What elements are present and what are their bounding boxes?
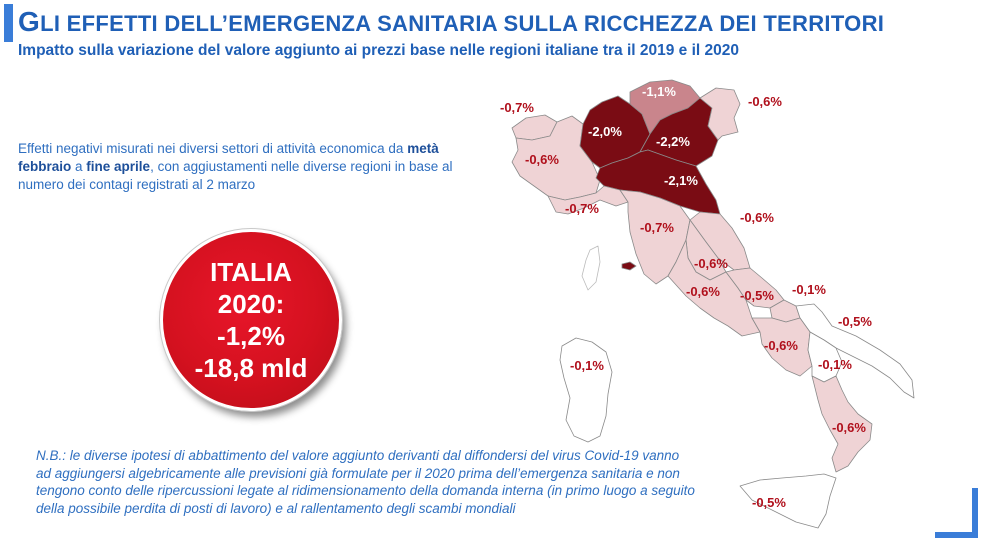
label-sardegna: -0,1% (570, 358, 604, 373)
region-friuli[interactable] (699, 87, 741, 141)
region-sicilia[interactable] (739, 473, 837, 529)
region-sardegna[interactable] (559, 337, 613, 443)
label-puglia: -0,5% (838, 314, 872, 329)
desc-part2: a (71, 159, 87, 174)
italia-label: ITALIA (210, 257, 292, 287)
label-toscana: -0,7% (640, 220, 674, 235)
italia-amount: -18,8 mld (194, 353, 308, 383)
label-calabria: -0,6% (832, 420, 866, 435)
italia-year: 2020: (217, 289, 285, 319)
label-liguria: -0,7% (565, 201, 599, 216)
label-sicilia: -0,5% (752, 495, 786, 510)
desc-bold2: fine aprile (86, 159, 151, 174)
label-valle-daosta: -0,7% (500, 100, 534, 115)
region-piemonte[interactable] (511, 115, 601, 201)
italia-percent: -1,2% (217, 321, 285, 351)
italia-total-badge: ITALIA 2020: -1,2% -18,8 mld (159, 228, 343, 412)
region-calabria[interactable] (811, 375, 873, 473)
label-piemonte: -0,6% (525, 152, 559, 167)
label-umbria: -0,6% (694, 256, 728, 271)
label-lazio: -0,6% (686, 284, 720, 299)
label-basilicata: -0,1% (818, 357, 852, 372)
label-friuli: -0,6% (748, 94, 782, 109)
title-initial: G (18, 6, 41, 37)
label-emilia: -2,1% (664, 173, 698, 188)
label-marche: -0,6% (740, 210, 774, 225)
label-lombardia: -2,0% (588, 124, 622, 139)
corner-accent-bottom-right-h (935, 532, 978, 538)
label-trentino: -1,1% (642, 84, 676, 99)
corner-accent-top-left (4, 4, 13, 42)
footnote: N.B.: le diverse ipotesi di abbattimento… (36, 448, 695, 516)
label-abruzzo: -0,5% (740, 288, 774, 303)
description-text: Effetti negativi misurati nei diversi se… (18, 140, 483, 194)
page-subtitle: Impatto sulla variazione del valore aggi… (18, 42, 740, 59)
corsica-outline (581, 245, 601, 291)
desc-part1: Effetti negativi misurati nei diversi se… (18, 141, 408, 156)
label-molise: -0,1% (792, 282, 826, 297)
page-title: GLI EFFETTI DELL’EMERGENZA SANITARIA SUL… (18, 6, 884, 38)
label-campania: -0,6% (764, 338, 798, 353)
title-rest: LI EFFETTI DELL’EMERGENZA SANITARIA SULL… (40, 11, 885, 36)
desc-part3: , con aggiustamenti nelle diverse region… (18, 159, 453, 192)
desc-bold1: metà febbraio (18, 141, 439, 174)
corner-accent-bottom-right (972, 488, 978, 538)
island-elba (621, 261, 637, 271)
label-veneto: -2,2% (656, 134, 690, 149)
